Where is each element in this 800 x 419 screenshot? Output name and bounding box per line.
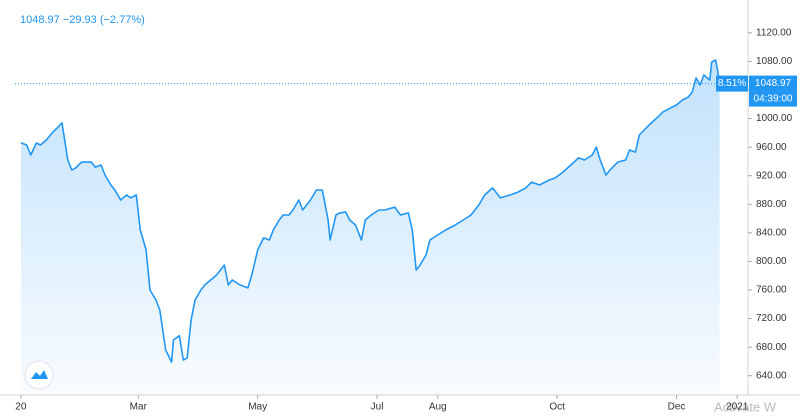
- x-tick-label: Jul: [371, 402, 384, 413]
- y-tick-label: 720.00: [756, 313, 787, 324]
- y-tick-label: 1000.00: [756, 113, 793, 124]
- y-tick-label: 640.00: [756, 370, 787, 381]
- price-label: 1048.97: [755, 78, 792, 89]
- change-badge: [716, 75, 748, 92]
- y-tick-label: 1080.00: [756, 56, 793, 67]
- x-tick-label: 2021: [726, 402, 749, 413]
- price-line: [20, 59, 721, 363]
- x-tick-label: May: [248, 402, 267, 413]
- watermark: Activate W: [714, 399, 777, 414]
- y-tick-label: 680.00: [756, 342, 787, 353]
- countdown-label: 04:39:00: [754, 94, 793, 105]
- y-tick-label: 840.00: [756, 227, 787, 238]
- header: 1048.97 −29.93 (−2.77%): [20, 14, 145, 26]
- area-fill: [20, 60, 720, 395]
- y-tick-label: 960.00: [756, 142, 787, 153]
- plot: [20, 59, 721, 395]
- change-label: 8.51%: [718, 78, 746, 89]
- logo: [24, 360, 54, 390]
- countdown-badge: [749, 91, 797, 107]
- x-tick-label: Oct: [549, 402, 565, 413]
- x-tick-label: Mar: [130, 402, 148, 413]
- y-tick-label: 800.00: [756, 256, 787, 267]
- y-tick-label: 880.00: [756, 199, 787, 210]
- y-tick-label: 1120.00: [756, 27, 792, 38]
- x-tick-label: Dec: [668, 402, 686, 413]
- price-badge: [749, 75, 797, 92]
- y-tick-label: 920.00: [756, 170, 787, 181]
- x-tick-label: 20: [15, 402, 27, 413]
- x-tick-label: Aug: [429, 402, 447, 413]
- y-tick-label: 760.00: [756, 285, 787, 296]
